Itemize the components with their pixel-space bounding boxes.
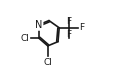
Text: F: F — [66, 17, 71, 26]
Text: Cl: Cl — [21, 34, 29, 43]
Text: F: F — [79, 23, 84, 32]
Text: N: N — [35, 20, 42, 30]
Text: F: F — [66, 30, 71, 39]
Text: Cl: Cl — [43, 58, 52, 67]
